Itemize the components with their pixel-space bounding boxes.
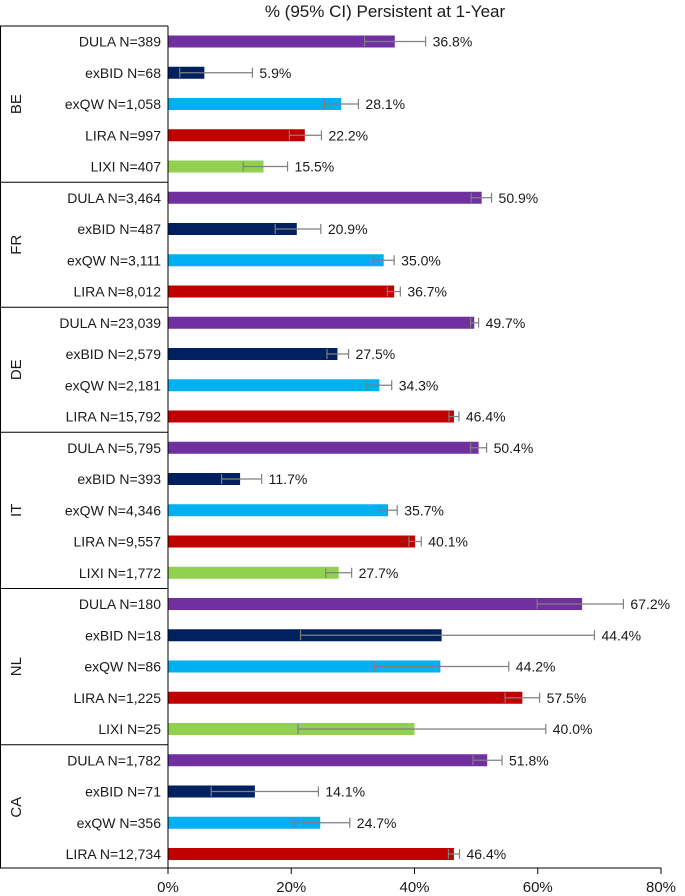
group-be: 36.8% DULA N=389 5.9% exBID N=68 28.1% exQW N… [8,34,472,175]
data-label: 35.7% [404,502,444,518]
group-label: NL [8,657,25,676]
bar-de-exbid [168,348,338,360]
bar-ca-exqw [168,816,321,829]
data-label: 5.9% [259,65,291,81]
data-label: 28.1% [365,96,405,112]
data-label: 40.0% [553,721,593,737]
category-label: exQW N=356 [77,815,162,831]
category-label: LIRA N=9,557 [73,534,161,550]
data-label: 15.5% [295,159,335,175]
category-label: LIRA N=12,734 [66,846,162,862]
group-label: DE [8,359,25,380]
category-label: LIRA N=997 [85,127,161,143]
data-label: 24.7% [357,815,397,831]
group-label: BE [8,94,25,114]
bar-nl-dula [168,598,583,610]
x-tick-label: 80% [646,879,676,896]
data-label: 57.5% [547,690,587,706]
bar-be-exqw [168,98,342,110]
data-label: 50.9% [499,190,539,206]
category-label: exQW N=3,111 [67,252,161,268]
group-de: 49.7% DULA N=23,039 27.5% exBID N=2,579 34.3… [8,315,525,425]
bar-fr-lira [168,285,395,298]
bar-ca-dula [168,754,488,767]
bar-nl-lixi [168,723,415,735]
group-label: IT [8,504,25,517]
data-label: 50.4% [494,440,534,456]
group-it: 50.4% DULA N=5,795 11.7% exBID N=393 35.7% ex… [8,440,533,581]
data-label: 36.7% [407,284,447,300]
bar-de-lira [168,410,454,423]
data-label: 49.7% [486,315,526,331]
category-label: exQW N=1,058 [65,96,161,112]
category-label: exBID N=68 [85,65,161,81]
bar-it-lixi [168,566,339,579]
category-label: DULA N=23,039 [59,315,161,331]
bar-be-lixi [168,160,264,173]
bar-ca-lira [168,848,454,860]
group-nl: 67.2% DULA N=180 44.4% exBID N=18 44.2% exQW … [8,596,670,737]
bar-nl-lira [168,691,523,704]
bar-it-lira [168,535,416,548]
bar-fr-exqw [168,254,384,267]
category-label: exBID N=2,579 [66,346,162,362]
category-label: LIRA N=1,225 [73,690,161,706]
bar-be-lira [168,129,305,142]
data-label: 27.5% [356,346,396,362]
bar-fr-exbid [168,223,297,235]
category-label: exQW N=2,181 [65,377,161,393]
category-label: LIRA N=15,792 [66,409,162,425]
data-label: 22.2% [328,127,368,143]
data-label: 34.3% [399,377,439,393]
data-label: 67.2% [630,596,670,612]
x-tick-label: 60% [523,879,553,896]
data-label: 35.0% [401,252,441,268]
data-label: 44.2% [516,659,556,675]
data-label: 14.1% [325,784,365,800]
data-label: 51.8% [509,752,549,768]
data-label: 46.4% [466,846,506,862]
category-label: LIRA N=8,012 [73,284,161,300]
data-label: 20.9% [328,221,368,237]
category-label: LIXI N=25 [98,721,161,737]
chart-title: % (95% CI) Persistent at 1-Year [265,2,506,21]
bar-it-dula [168,441,479,454]
bar-fr-dula [168,191,482,204]
category-label: exBID N=71 [85,784,161,800]
data-label: 27.7% [359,565,399,581]
category-label: LIXI N=1,772 [79,565,161,581]
data-label: 11.7% [269,471,308,487]
data-label: 46.4% [466,409,506,425]
data-label: 40.1% [428,534,468,550]
category-label: exQW N=86 [84,659,161,675]
category-label: DULA N=1,782 [67,752,161,768]
bar-de-exqw [168,379,380,392]
x-tick-label: 20% [276,879,306,896]
category-label: DULA N=3,464 [67,190,161,206]
bar-be-dula [168,35,395,48]
plot-area: 36.8% DULA N=389 5.9% exBID N=68 28.1% exQW N… [0,25,676,896]
group-label: FR [8,235,25,255]
category-label: exBID N=393 [77,471,161,487]
bar-nl-exqw [168,660,441,673]
group-label: CA [8,797,25,818]
data-label: 44.4% [601,627,641,643]
category-label: DULA N=389 [79,34,161,50]
data-label: 36.8% [433,34,473,50]
bar-it-exqw [168,504,389,517]
category-label: exBID N=487 [77,221,161,237]
bar-de-dula [168,316,475,329]
group-fr: 50.9% DULA N=3,464 20.9% exBID N=487 35.0% ex… [8,190,538,300]
category-label: exQW N=4,346 [65,502,161,518]
group-ca: 51.8% DULA N=1,782 14.1% exBID N=71 24.7% exQ… [8,752,549,862]
x-tick-label: 40% [399,879,429,896]
x-tick-label: 0% [157,879,179,896]
category-label: DULA N=5,795 [67,440,161,456]
category-label: DULA N=180 [79,596,161,612]
category-label: exBID N=18 [85,627,161,643]
category-label: LIXI N=407 [91,159,162,175]
